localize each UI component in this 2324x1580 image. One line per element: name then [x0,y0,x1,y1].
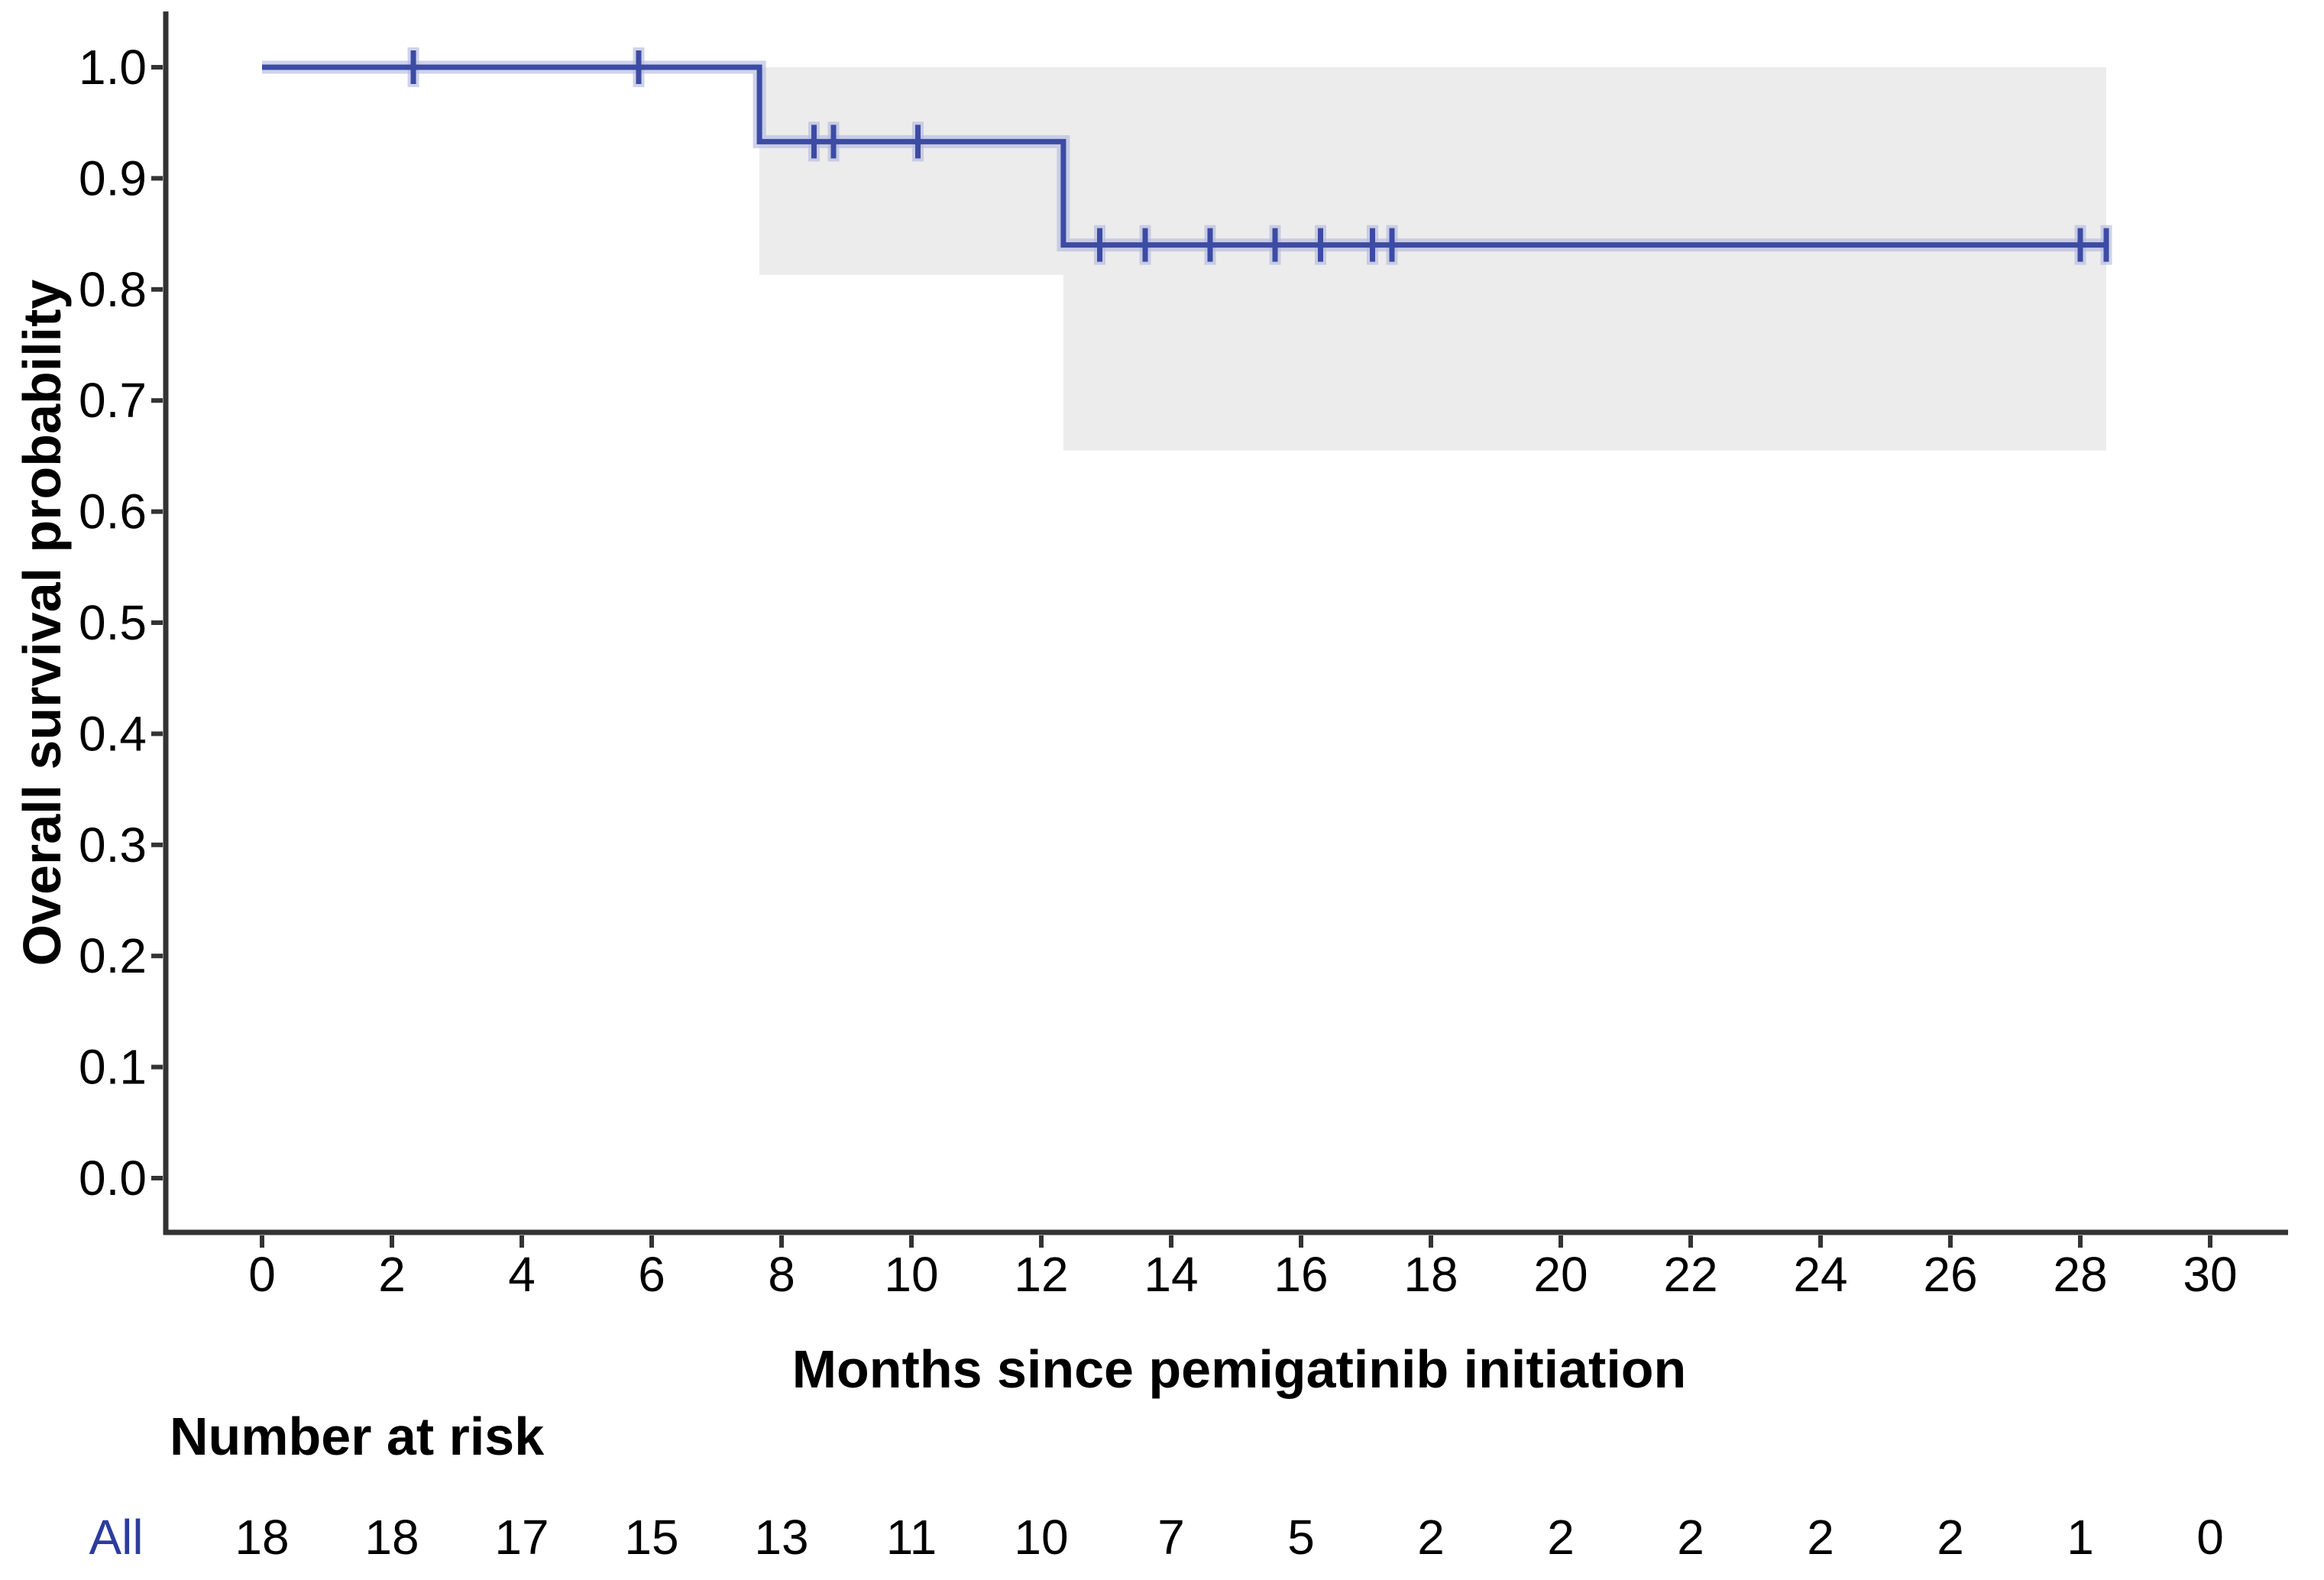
number-at-risk-title: Number at risk [170,1407,545,1466]
x-tick-label: 22 [1663,1247,1717,1302]
x-tick-label: 6 [638,1247,665,1302]
y-tick-label: 1.0 [79,40,147,95]
x-tick-label: 10 [884,1247,938,1302]
x-tick-label: 2 [378,1247,406,1302]
x-tick-label: 18 [1403,1247,1458,1302]
y-tick-label: 0.4 [79,706,147,761]
x-axis-title: Months since pemigatinib initiation [791,1339,1687,1399]
number-at-risk-value: 2 [1417,1510,1445,1565]
y-axis-title: Overall survival probability [12,279,72,966]
number-at-risk-value: 11 [886,1510,937,1565]
confidence-band-segment [1063,67,2106,451]
x-tick-label: 4 [508,1247,536,1302]
number-at-risk-value: 2 [1677,1510,1704,1565]
x-tick-label: 12 [1014,1247,1068,1302]
number-at-risk-value: 5 [1287,1510,1315,1565]
number-at-risk-value: 0 [2196,1510,2224,1565]
x-tick-label: 26 [1923,1247,1977,1302]
risk-group-label: All [89,1510,144,1565]
number-at-risk-value: 15 [624,1510,678,1565]
x-tick-label: 14 [1144,1247,1198,1302]
y-tick-label: 0.2 [79,928,147,983]
x-tick-label: 30 [2183,1247,2237,1302]
number-at-risk-value: 2 [1937,1510,1964,1565]
y-tick-label: 0.1 [79,1040,147,1095]
number-at-risk-value: 18 [235,1510,289,1565]
confidence-band-segment [759,67,1063,275]
number-at-risk-value: 18 [364,1510,419,1565]
y-tick-label: 0.7 [79,373,147,428]
x-tick-label: 0 [248,1247,276,1302]
number-at-risk-value: 10 [1014,1510,1068,1565]
x-tick-label: 24 [1793,1247,1847,1302]
y-tick-label: 0.6 [79,484,147,539]
number-at-risk-value: 17 [494,1510,549,1565]
x-tick-label: 16 [1274,1247,1328,1302]
x-tick-label: 8 [768,1247,795,1302]
number-at-risk-value: 2 [1547,1510,1575,1565]
y-tick-label: 0.9 [79,151,147,206]
number-at-risk-value: 1 [2067,1510,2094,1565]
number-at-risk-value: 13 [754,1510,808,1565]
y-tick-label: 0.8 [79,262,147,317]
number-at-risk-value: 7 [1157,1510,1185,1565]
x-tick-label: 20 [1533,1247,1588,1302]
y-tick-label: 0.5 [79,595,147,650]
number-at-risk-value: 2 [1807,1510,1834,1565]
km-curve [262,64,2106,248]
y-tick-label: 0.0 [79,1151,147,1206]
x-tick-label: 28 [2053,1247,2107,1302]
y-tick-label: 0.3 [79,818,147,873]
